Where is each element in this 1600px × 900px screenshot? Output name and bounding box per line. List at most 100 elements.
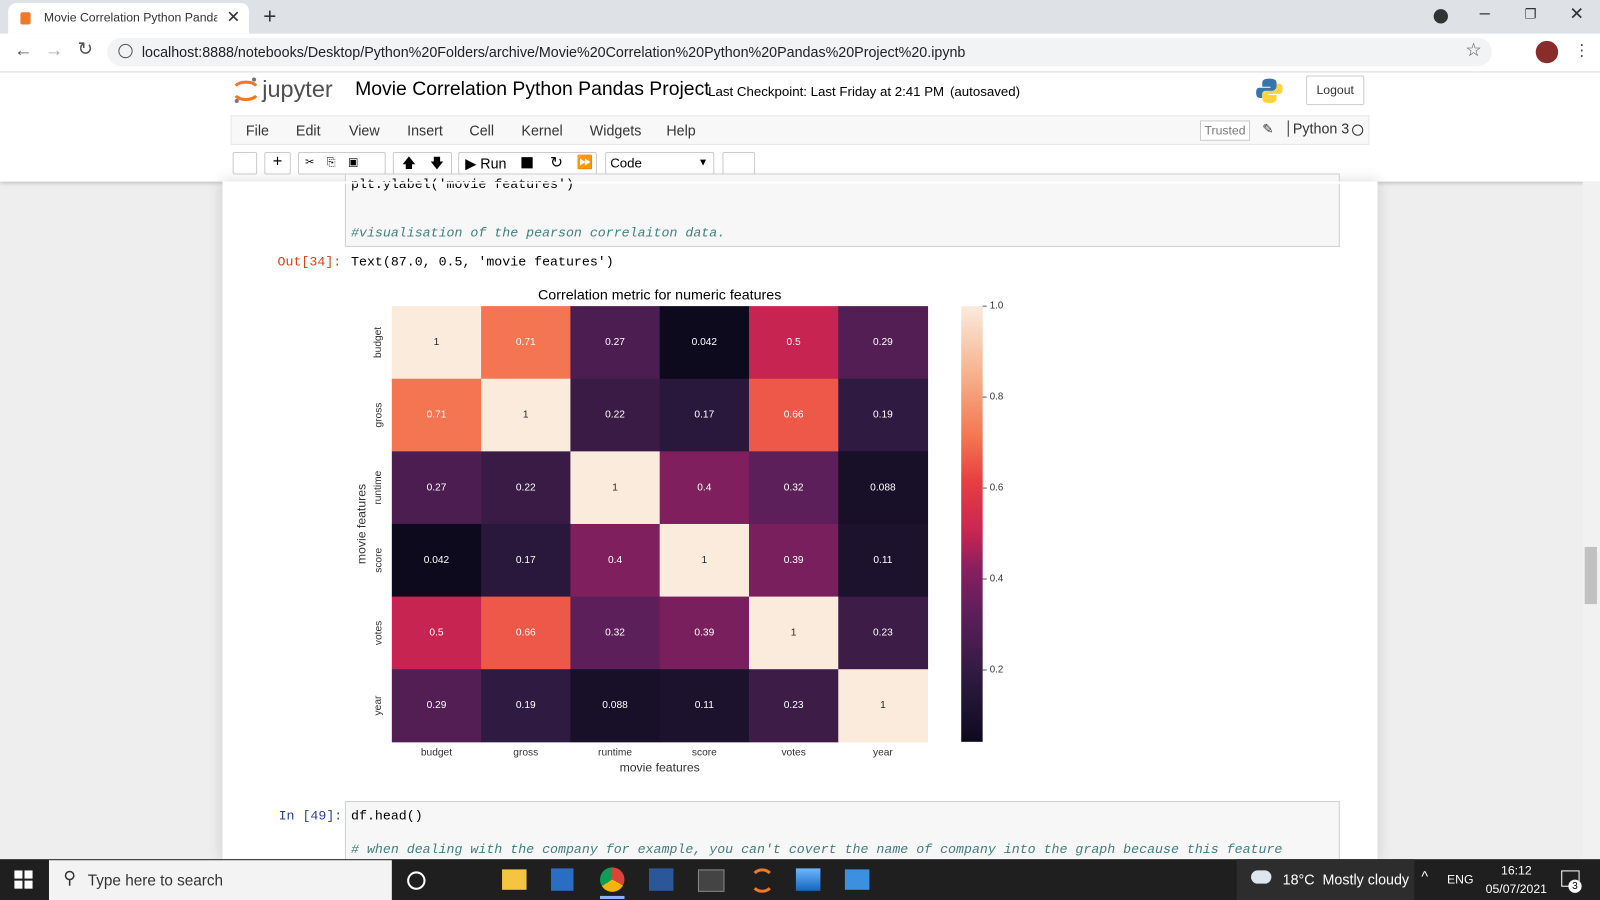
close[interactable]: ✕ — [1569, 4, 1584, 24]
cell-label: 0.32 — [605, 628, 625, 639]
minimize[interactable]: – — [1479, 2, 1490, 23]
info-icon — [118, 43, 133, 59]
scrollbar[interactable] — [1582, 181, 1600, 860]
cell-label: 0.19 — [516, 700, 536, 711]
colorbar-tick-label: 0.6 — [990, 483, 1003, 494]
jupyter-logo[interactable]: jupyter — [262, 75, 333, 103]
tab[interactable]: Movie Correlation Python Pandas ✕ — [8, 3, 249, 34]
scroll-thumb[interactable] — [1584, 546, 1597, 605]
cortana[interactable] — [407, 871, 426, 890]
code-line: plt.ylabel('movie features') — [351, 176, 574, 192]
cut-copy-paste[interactable]: ✂⎘▣ — [297, 152, 386, 175]
menu-item[interactable]: Insert — [407, 122, 443, 139]
heatmap-cell — [838, 669, 929, 743]
store-icon[interactable] — [551, 868, 574, 891]
cell-label: 0.29 — [427, 700, 447, 711]
heatmap-cell — [570, 523, 661, 598]
cell-label: 0.4 — [697, 482, 711, 493]
menu-item[interactable]: View — [348, 122, 380, 139]
x-tick-label: year — [873, 748, 893, 759]
x-axis-label: movie features — [620, 761, 700, 775]
photos-icon[interactable] — [795, 868, 821, 891]
notebook-title[interactable]: Movie Correlation Python Pandas Project — [355, 78, 710, 100]
save-button[interactable] — [232, 152, 258, 175]
reload[interactable]: ↻ — [77, 38, 93, 60]
avatar[interactable] — [1535, 40, 1559, 64]
more[interactable]: ⋮ — [1573, 42, 1590, 61]
colorbar-tick-label: 0.2 — [990, 665, 1003, 676]
weather-widget[interactable]: 18°C Mostly cloudy — [1236, 859, 1415, 900]
heatmap-cell — [748, 451, 839, 525]
stop-button[interactable] — [521, 157, 533, 169]
start-button[interactable] — [14, 870, 33, 889]
cell-label: 0.66 — [516, 628, 536, 639]
x-tick-label: budget — [421, 748, 452, 759]
menu-item[interactable]: Widgets — [589, 122, 642, 139]
trusted[interactable]: Trusted — [1199, 120, 1250, 141]
forward[interactable]: → — [44, 39, 64, 61]
cell-label: 0.66 — [784, 410, 804, 421]
y-axis-label: movie features — [354, 484, 368, 564]
profile-menu[interactable] — [1433, 9, 1448, 24]
terminal-icon[interactable] — [697, 869, 725, 892]
tab-close[interactable]: ✕ — [226, 9, 241, 27]
jupyter-task-icon[interactable] — [749, 868, 775, 893]
logout-button[interactable]: Logout — [1306, 75, 1365, 106]
explorer-icon[interactable] — [502, 869, 527, 890]
back[interactable]: ← — [14, 39, 33, 61]
menu-item[interactable]: File — [245, 122, 269, 139]
menu-item[interactable]: Edit — [295, 122, 321, 139]
cell-label: 0.22 — [605, 410, 625, 421]
code-cell[interactable]: plt.ylabel('movie features') #visualisat… — [344, 173, 1340, 247]
code-comment: # when dealing with the company for exam… — [351, 841, 1283, 858]
word-icon[interactable] — [648, 868, 674, 891]
cell-label: 0.4 — [608, 555, 622, 566]
run-all-button[interactable]: ⏩ — [576, 154, 594, 170]
clock-time[interactable]: 16:12 — [1501, 863, 1532, 878]
heatmap-cell — [570, 306, 661, 380]
app-icon[interactable] — [844, 869, 870, 890]
heatmap-cell — [570, 596, 661, 670]
heatmap-cell — [659, 669, 750, 743]
cell-label: 0.22 — [516, 482, 536, 493]
cell-label: 1 — [702, 555, 708, 566]
restart-button[interactable]: ↻ — [549, 154, 563, 172]
cell-label: 1 — [434, 337, 440, 348]
kernel-indicator — [1352, 124, 1364, 136]
heatmap-cell — [481, 378, 571, 452]
menu-item[interactable]: Cell — [469, 122, 495, 139]
menu-item[interactable]: Kernel — [521, 122, 563, 139]
restore[interactable]: ❐ — [1524, 6, 1537, 22]
heatmap-cell — [391, 306, 482, 380]
cell-label: 0.088 — [602, 700, 628, 711]
run-label: Run — [480, 155, 507, 172]
heatmap-cell — [748, 306, 839, 380]
move-buttons[interactable]: 🡅🡇 — [392, 152, 453, 175]
run-button[interactable]: ▶ Run — [465, 155, 507, 172]
edit-icon[interactable]: ✎ — [1262, 121, 1274, 137]
heatmap-cell — [838, 523, 929, 598]
new-tab[interactable]: + — [263, 3, 277, 29]
language[interactable]: ENG — [1446, 872, 1474, 887]
heatmap-cell — [659, 378, 750, 452]
tray-expand[interactable]: ^ — [1421, 868, 1429, 885]
checkpoint: Last Checkpoint: Last Friday at 2:41 PM — [708, 83, 945, 99]
heatmap-cell — [659, 523, 750, 598]
heatmap-cell — [748, 596, 839, 670]
colorbar-tick-label: 0.8 — [990, 392, 1003, 403]
clock-date[interactable]: 05/07/2021 — [1485, 881, 1547, 896]
heatmap-cell — [748, 378, 839, 452]
chrome-icon[interactable] — [599, 867, 625, 892]
cell-label: 0.39 — [784, 555, 804, 566]
heatmap-cell — [748, 669, 839, 743]
cell-label: 0.23 — [873, 628, 893, 639]
bookmark[interactable]: ☆ — [1465, 39, 1482, 61]
url-bar[interactable]: localhost:8888/notebooks/Desktop/Python%… — [107, 37, 1492, 67]
x-tick-label: votes — [781, 748, 805, 759]
search-box[interactable]: ⚲ Type here to search — [48, 860, 392, 900]
y-tick-label: runtime — [373, 470, 384, 504]
menu-item[interactable]: Help — [666, 122, 696, 139]
insert-button[interactable]: + — [264, 152, 291, 175]
menu-bar — [230, 115, 1370, 145]
